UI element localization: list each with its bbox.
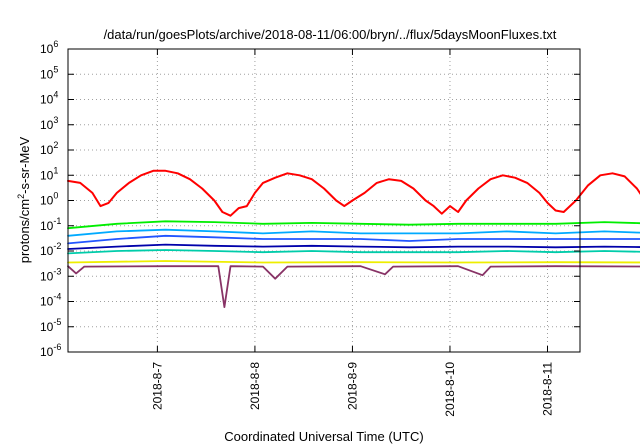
y-tick-label: 103 bbox=[40, 115, 58, 132]
y-tick-label: 10-3 bbox=[40, 266, 61, 283]
series-line-4 bbox=[67, 234, 640, 245]
y-tick-label: 104 bbox=[40, 90, 58, 107]
x-tick-label: 2018-8-8 bbox=[248, 362, 262, 410]
y-tick-label: 102 bbox=[40, 140, 58, 157]
y-tick-label: 106 bbox=[40, 39, 58, 56]
y-tick-label: 101 bbox=[40, 165, 58, 182]
y-tick-label: 10-5 bbox=[40, 317, 61, 334]
y-tick-label: 10-2 bbox=[40, 241, 61, 258]
series-lines bbox=[67, 169, 640, 308]
x-axis: 2018-8-7 2018-8-8 2018-8-9 2018-8-10 2018-8-… bbox=[150, 49, 554, 417]
y-tick-label: 105 bbox=[40, 64, 58, 81]
x-tick-label: 2018-8-7 bbox=[150, 362, 164, 410]
series-line-3 bbox=[67, 228, 640, 237]
x-tick-label: 2018-8-9 bbox=[345, 362, 359, 410]
grid bbox=[68, 49, 580, 352]
x-tick-label: 2018-8-11 bbox=[540, 362, 554, 416]
y-tick-label: 10-1 bbox=[40, 216, 61, 233]
y-tick-label: 10-6 bbox=[40, 342, 61, 359]
y-tick-label: 10-4 bbox=[40, 292, 61, 309]
y-axis-label: protons/cm2-s-sr-MeV bbox=[16, 136, 32, 263]
series-line-7 bbox=[67, 260, 640, 264]
series-line-5 bbox=[67, 243, 640, 250]
series-line-2 bbox=[67, 220, 640, 230]
x-axis-label: Coordinated Universal Time (UTC) bbox=[224, 429, 423, 444]
x-tick-label: 2018-8-10 bbox=[443, 362, 457, 417]
series-line-6 bbox=[67, 249, 640, 255]
series-line-8 bbox=[67, 265, 640, 308]
y-axis: 10-6 10-5 10-4 10-3 10-2 10-1 100 101 102 103 104 1… bbox=[40, 39, 580, 359]
series-line-1 bbox=[67, 169, 640, 217]
chart-title: /data/run/goesPlots/archive/2018-08-11/0… bbox=[104, 27, 557, 42]
y-tick-label: 100 bbox=[40, 191, 58, 208]
